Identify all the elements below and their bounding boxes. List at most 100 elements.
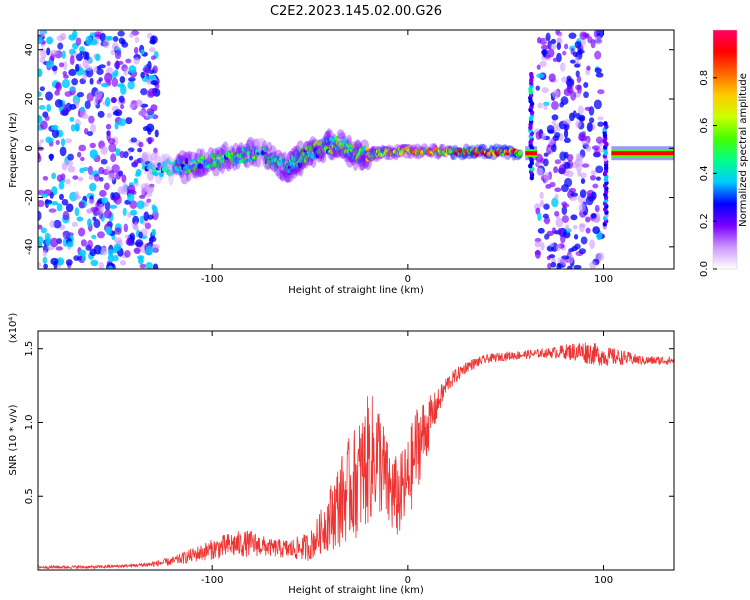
heatmap-cell [551,143,557,153]
x-tick-label: 100 [594,575,613,586]
heatmap-cell [302,151,308,156]
spectrogram-xlabel: Height of straight line (km) [288,285,424,296]
heatmap-cell [38,262,42,268]
heatmap-cell [106,60,111,67]
heatmap-cell [536,37,542,44]
heatmap-cell [100,247,108,256]
heatmap-cell [124,234,131,239]
heatmap-cell [279,169,287,182]
heatmap-cell [154,151,160,165]
heatmap-cell [593,217,600,223]
heatmap-cell [534,237,542,243]
heatmap-cell [89,149,98,159]
heatmap-cell [562,203,570,208]
heatmap-cell [69,117,75,122]
heatmap-cell [104,201,111,211]
heatmap-cell [211,152,217,160]
heatmap-cell [175,166,181,172]
heatmap-cell [105,97,111,107]
heatmap-cell [74,207,80,217]
heatmap-cell [106,112,112,118]
heatmap-cell [114,227,122,235]
heatmap-cell [586,65,591,71]
heatmap-cell [46,36,54,45]
heatmap-cell [318,151,323,155]
heatmap-cell [563,161,571,169]
heatmap-cell [554,210,560,217]
heatmap-cell [38,210,42,221]
heatmap-cell [545,184,552,189]
heatmap-cell [67,165,76,173]
heatmap-cell [138,231,143,239]
heatmap-cell [86,208,93,214]
heatmap-cell [587,36,593,44]
heatmap-cell [121,41,129,48]
heatmap-cell [572,51,578,58]
heatmap-cell [150,80,159,86]
heatmap-cell [56,203,63,212]
snr-y-exponent: (x10⁴) [8,313,19,344]
heatmap-cell [578,114,586,121]
heatmap-cell [59,146,67,157]
heatmap-cell [114,121,119,130]
heatmap-cell [38,68,43,77]
heatmap-cell [563,151,569,159]
heatmap-cell [308,156,314,166]
heatmap-cell [517,150,523,156]
heatmap-cell [351,155,357,161]
heatmap-cell [257,149,263,153]
heatmap-cell [336,129,345,140]
heatmap-cell [574,56,580,63]
heatmap-cell [262,146,269,153]
heatmap-cell [139,194,146,199]
heatmap-cell [100,158,108,165]
heatmap-cell [148,74,157,80]
heatmap-cell [51,65,58,72]
heatmap-cell [539,60,547,68]
heatmap-cell [118,95,125,103]
heatmap-cell [87,239,93,250]
heatmap-cell [125,117,133,125]
heatmap-cell [87,199,96,205]
heatmap-cell [580,236,588,245]
heatmap-cell [95,53,101,62]
heatmap-cell [141,151,148,160]
heatmap-cell [76,53,83,62]
heatmap-cell [239,159,244,164]
heatmap-cell [105,123,112,130]
heatmap-cell [89,77,94,85]
colorbar-tick-label: 0.8 [699,70,710,86]
heatmap-cell [119,76,126,84]
heatmap-cell [40,193,49,198]
heatmap-cell [106,35,113,41]
heatmap-cell [80,239,87,247]
heatmap-cell [151,228,156,237]
heatmap-cell [578,133,586,142]
heatmap-cell [597,116,604,121]
x-tick-label: -100 [201,274,224,285]
heatmap-cell [568,112,575,122]
heatmap-cell [534,241,542,248]
heatmap-cell [144,222,151,230]
heatmap-cell [217,148,226,158]
heatmap-cell [217,163,222,169]
heatmap-cell [148,237,154,244]
heatmap-cell [77,176,84,182]
heatmap-cell [151,244,159,253]
heatmap-cell [97,199,103,204]
heatmap-cell [550,43,557,51]
heatmap-cell [565,224,570,231]
heatmap-cell [100,145,109,155]
heatmap-cell [111,42,119,51]
heatmap-cell [123,67,128,76]
heatmap-cell [133,159,139,165]
heatmap-cell [580,178,586,184]
heatmap-cell [535,153,543,163]
heatmap-cell [87,131,94,137]
heatmap-cell [93,218,101,229]
heatmap-cell [537,102,543,109]
heatmap-cell [75,63,80,72]
heatmap-cell [109,204,118,209]
heatmap-cell [93,97,99,106]
heatmap-cell [58,62,65,68]
